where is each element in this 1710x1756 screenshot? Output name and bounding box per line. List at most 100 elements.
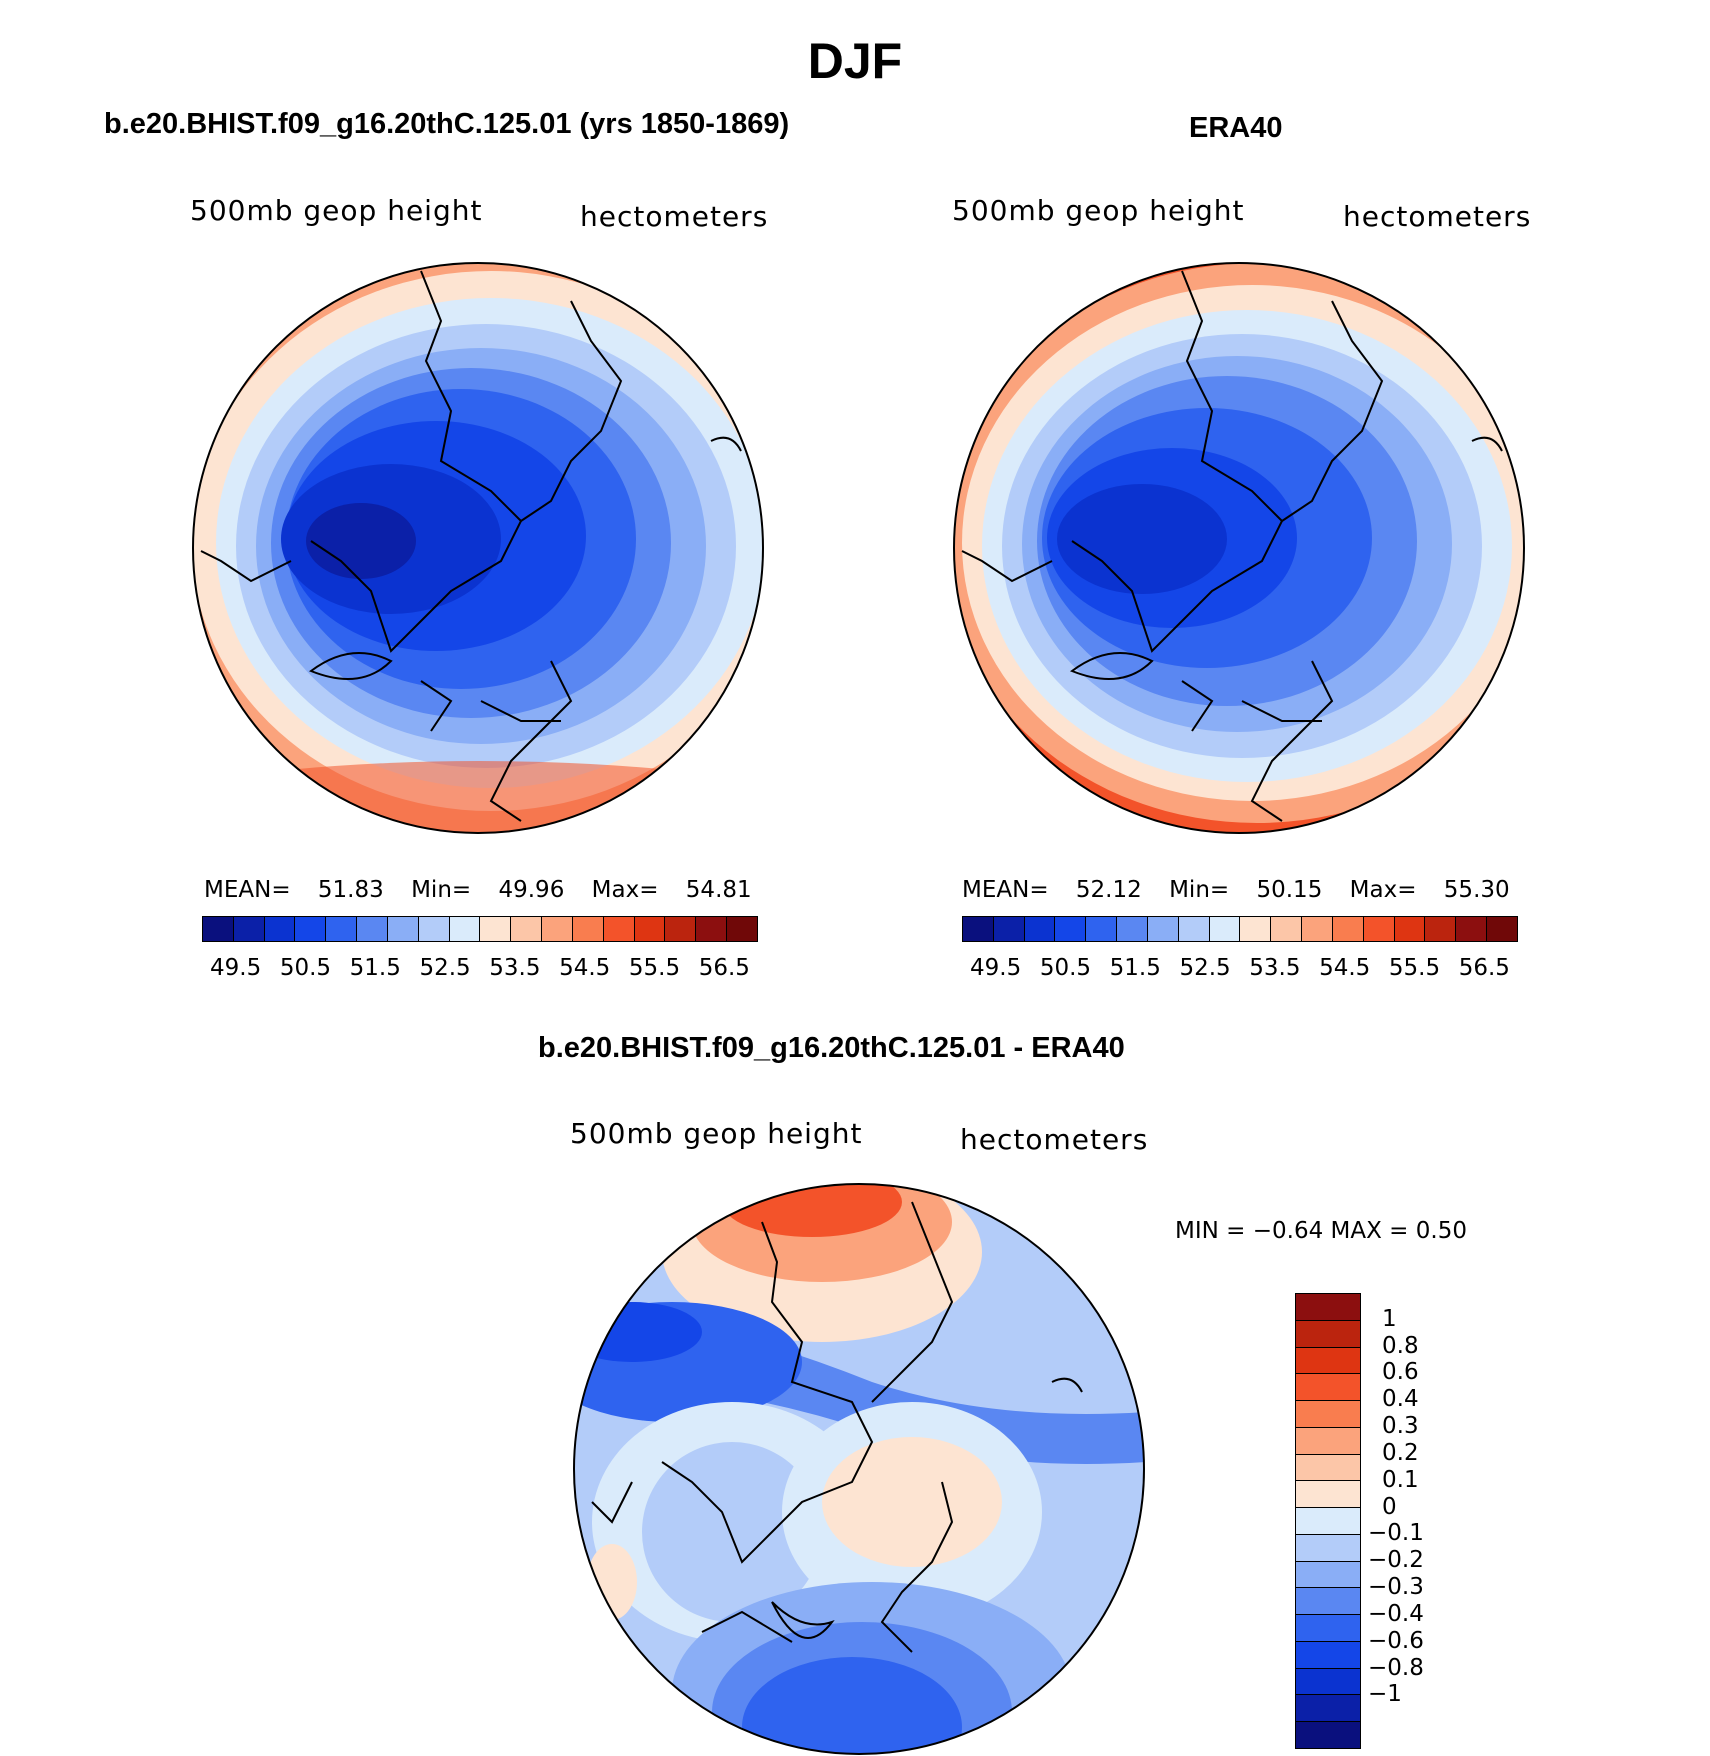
- colorbar-swatch: [1332, 917, 1364, 941]
- colorbar-swatch: [542, 917, 573, 941]
- colorbar-tick-label: 1: [1382, 1305, 1397, 1332]
- colorbar-swatch: [1296, 1347, 1360, 1375]
- colorbar-tick-label: 0: [1382, 1493, 1397, 1520]
- colorbar-swatch: [665, 917, 697, 941]
- colorbar-tick-label: 0.2: [1382, 1439, 1419, 1466]
- colorbar-swatch: [1296, 1454, 1360, 1482]
- max-label: Max=: [591, 877, 659, 903]
- colorbar-swatch: [1296, 1588, 1360, 1616]
- colorbar-tick-label: 51.5: [349, 955, 401, 981]
- min-label: Min=: [411, 877, 472, 903]
- colorbar-tick-label: −0.4: [1368, 1600, 1424, 1627]
- panel-left-variable-label: 500mb geop height: [190, 194, 483, 227]
- mean-value: 51.83: [317, 877, 384, 903]
- panel-left-title: b.e20.BHIST.f09_g16.20thC.125.01 (yrs 18…: [104, 108, 790, 140]
- colorbar-swatch: [963, 917, 994, 941]
- colorbar-swatch: [1296, 1695, 1360, 1723]
- panel-diff-polar-map: [573, 1183, 1145, 1755]
- colorbar-swatch: [511, 917, 543, 941]
- colorbar-tick-label: −0.2: [1368, 1547, 1424, 1574]
- colorbar-tick-label: 52.5: [1179, 955, 1231, 981]
- colorbar-swatch: [1296, 1561, 1360, 1589]
- colorbar-tick-label: 53.5: [489, 955, 541, 981]
- min-label: Min=: [1169, 877, 1230, 903]
- colorbar-swatch: [1296, 1668, 1360, 1696]
- colorbar-swatch: [1178, 917, 1210, 941]
- colorbar-tick-label: 56.5: [1458, 955, 1510, 981]
- colorbar-swatch: [1296, 1401, 1360, 1428]
- colorbar-tick-label: 49.5: [210, 955, 262, 981]
- colorbar-tick-label: 50.5: [1039, 955, 1092, 981]
- min-value: 50.15: [1256, 877, 1323, 903]
- colorbar-swatch: [326, 917, 358, 941]
- colorbar-swatch: [1296, 1427, 1360, 1455]
- panel-diff-title: b.e20.BHIST.f09_g16.20thC.125.01 - ERA40: [538, 1032, 1125, 1064]
- colorbar-swatch: [1024, 917, 1056, 941]
- colorbar-swatch: [696, 917, 728, 941]
- colorbar-tick-label: −0.8: [1368, 1654, 1424, 1681]
- colorbar-swatch: [1209, 917, 1241, 941]
- panel-right-variable-label: 500mb geop height: [952, 194, 1245, 227]
- panel-right-title: ERA40: [1189, 112, 1283, 144]
- panel-diff-colorbar-ticks: 1 0.8 0.6 0.4 0.3 0.2 0.1 0 −0.1 −0.2 −0.3 −0.4 −0.6…: [1368, 1293, 1478, 1749]
- colorbar-tick-label: 0.3: [1382, 1413, 1419, 1440]
- colorbar-tick-label: 0.6: [1382, 1359, 1419, 1386]
- colorbar-swatch: [1487, 917, 1517, 941]
- colorbar-tick-label: 53.5: [1249, 955, 1301, 981]
- colorbar-swatch: [572, 917, 604, 941]
- colorbar-swatch: [480, 917, 512, 941]
- colorbar-swatch: [1147, 917, 1179, 941]
- colorbar-swatch: [1456, 917, 1488, 941]
- colorbar-tick-label: 0.4: [1382, 1386, 1419, 1413]
- colorbar-swatch: [418, 917, 450, 941]
- panel-right-colorbar-ticks: 49.5 50.5 51.5 52.5 53.5 54.5 55.5 56.5: [970, 955, 1510, 981]
- colorbar-tick-label: −0.3: [1368, 1574, 1424, 1601]
- colorbar-swatch: [1296, 1534, 1360, 1562]
- max-value: 54.81: [685, 877, 752, 903]
- panel-right-polar-map: [953, 262, 1525, 834]
- colorbar-tick-label: −0.6: [1368, 1627, 1424, 1654]
- colorbar-tick-label: −0.1: [1368, 1520, 1424, 1547]
- colorbar-swatch: [993, 917, 1025, 941]
- panel-left-stats: MEAN= 51.83 Min= 49.96 Max= 54.81: [204, 877, 760, 903]
- colorbar-swatch: [1296, 1320, 1360, 1348]
- colorbar-swatch: [1296, 1615, 1360, 1642]
- colorbar-swatch: [295, 917, 327, 941]
- panel-diff-units-label: hectometers: [960, 1123, 1149, 1156]
- colorbar-tick-label: 0.8: [1382, 1332, 1419, 1359]
- colorbar-tick-label: −1: [1368, 1681, 1402, 1708]
- colorbar-swatch: [387, 917, 419, 941]
- colorbar-swatch: [203, 917, 234, 941]
- colorbar-tick-label: 55.5: [1388, 955, 1441, 981]
- colorbar-swatch: [1394, 917, 1426, 941]
- mean-label: MEAN=: [204, 877, 291, 903]
- panel-right-colorbar: [962, 916, 1518, 942]
- panel-right-stats: MEAN= 52.12 Min= 50.15 Max= 55.30: [962, 877, 1518, 903]
- colorbar-swatch: [1296, 1722, 1360, 1749]
- colorbar-swatch: [1271, 917, 1303, 941]
- max-value: 55.30: [1443, 877, 1510, 903]
- colorbar-swatch: [264, 917, 296, 941]
- colorbar-swatch: [1296, 1374, 1360, 1402]
- min-value: 49.96: [498, 877, 565, 903]
- mean-label: MEAN=: [962, 877, 1049, 903]
- colorbar-swatch: [1296, 1481, 1360, 1509]
- colorbar-swatch: [357, 917, 388, 941]
- colorbar-swatch: [634, 917, 666, 941]
- colorbar-tick-label: 50.5: [279, 955, 332, 981]
- colorbar-swatch: [727, 917, 757, 941]
- colorbar-tick-label: 0.1: [1382, 1466, 1419, 1493]
- colorbar-swatch: [1086, 917, 1118, 941]
- colorbar-swatch: [1363, 917, 1395, 941]
- colorbar-swatch: [1117, 917, 1148, 941]
- panel-diff-variable-label: 500mb geop height: [570, 1117, 863, 1150]
- colorbar-tick-label: 52.5: [419, 955, 471, 981]
- colorbar-swatch: [449, 917, 481, 941]
- colorbar-swatch: [1055, 917, 1087, 941]
- colorbar-swatch: [1302, 917, 1333, 941]
- panel-left-units-label: hectometers: [580, 200, 769, 233]
- panel-left-colorbar-ticks: 49.5 50.5 51.5 52.5 53.5 54.5 55.5 56.5: [210, 955, 750, 981]
- panel-diff-minmax: MIN = −0.64 MAX = 0.50: [1175, 1218, 1467, 1244]
- colorbar-swatch: [1296, 1508, 1360, 1535]
- colorbar-tick-label: 55.5: [628, 955, 681, 981]
